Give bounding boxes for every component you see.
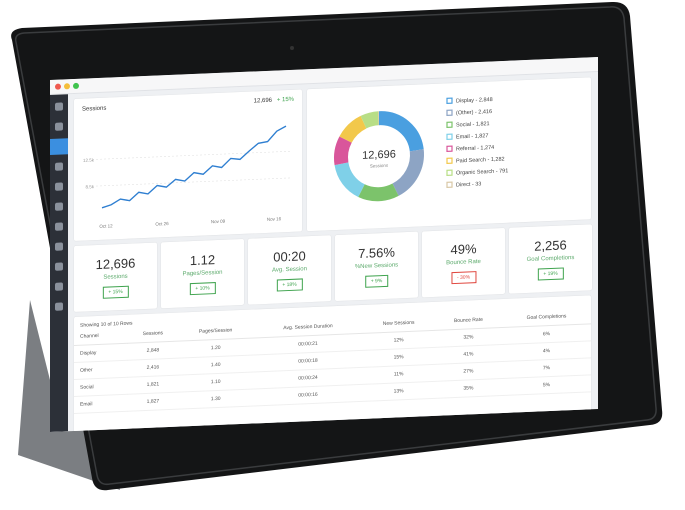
stat-value: 12,696	[95, 255, 136, 273]
table-cell: 00:00:16	[253, 384, 363, 406]
tablet-edge	[14, 6, 657, 486]
table-cell: 1,827	[128, 392, 178, 412]
legend-label: Paid Search - 1,282	[456, 156, 505, 164]
nav-icon[interactable]	[55, 102, 63, 111]
y-tick-label: 12.5k	[83, 157, 95, 162]
stat-label: Goal Completions	[526, 255, 575, 264]
stat-change: + 10%	[189, 282, 216, 296]
stat-card: 12,696 Sessions + 15%	[74, 242, 157, 312]
stat-change: + 18%	[276, 278, 303, 292]
grid-line	[96, 177, 292, 187]
legend-swatch	[446, 97, 453, 104]
sessions-card: Sessions 12,696 + 15% 12.5k 8.5k Oct 12 Oct…	[74, 89, 302, 241]
nav-icon[interactable]	[55, 122, 63, 131]
table-cell: Email	[74, 394, 129, 414]
legend-label: Direct - 33	[456, 181, 481, 188]
channels-card: Display - 2,848 (Other) - 2,416 Social - 1…	[307, 77, 591, 232]
donut-segment	[378, 111, 424, 152]
line-chart: 12.5k 8.5k Oct 12 Oct 26 Nov 09 Nov 16	[83, 125, 292, 229]
legend-swatch	[446, 157, 453, 164]
stat-label: Bounce Rate	[446, 258, 481, 267]
donut-segment	[334, 136, 352, 166]
legend-label: (Other) - 2,416	[456, 109, 492, 117]
stat-card: 7.56% %New Sessions + 9%	[335, 231, 418, 302]
stat-value: 00:20	[273, 248, 306, 265]
sessions-line	[101, 125, 287, 209]
legend-label: Display - 2,848	[456, 97, 493, 105]
legend-label: Organic Search - 791	[456, 168, 508, 176]
x-tick-label: Oct 26	[155, 221, 169, 227]
stat-change: + 15%	[102, 285, 129, 299]
legend-label: Referral - 1,274	[456, 145, 494, 153]
donut-segment	[334, 161, 366, 197]
stat-label: Sessions	[103, 273, 128, 281]
minimize-dot[interactable]	[64, 83, 70, 90]
stat-value: 7.56%	[358, 244, 395, 262]
table-card: Showing 10 of 10 Rows Channel Sessions Pag…	[74, 295, 591, 433]
table-cell: 35%	[434, 378, 502, 399]
table-cell: 13%	[362, 381, 435, 402]
table-cell: 1,821	[128, 375, 178, 395]
stat-card: 2,256 Goal Completions + 19%	[509, 224, 592, 294]
legend-label: Social - 1,821	[456, 121, 490, 128]
x-tick-label: Nov 16	[267, 216, 282, 222]
legend-swatch	[446, 109, 453, 116]
camera	[290, 46, 294, 50]
nav-icon[interactable]	[55, 202, 63, 211]
x-tick-label: Oct 12	[99, 223, 113, 229]
stat-change: + 9%	[364, 274, 389, 288]
nav-icon[interactable]	[55, 242, 63, 251]
table-cell: 2,848	[128, 341, 178, 361]
stat-change: - 30%	[450, 271, 477, 285]
donut-segment	[358, 183, 399, 202]
donut-segment	[339, 115, 367, 144]
donut-center-label: Sessions	[370, 163, 389, 169]
y-tick-label: 8.5k	[85, 184, 94, 189]
stat-card: 00:20 Avg. Session + 18%	[248, 235, 331, 305]
stat-card: 1.12 Pages/Session + 10%	[161, 238, 244, 309]
table-cell: 2,416	[128, 358, 178, 378]
nav-icon[interactable]	[55, 162, 63, 171]
stat-value: 2,256	[534, 237, 567, 254]
stat-label: Pages/Session	[182, 269, 223, 278]
table-cell: 1.30	[177, 388, 254, 410]
sidebar	[50, 94, 68, 432]
x-tick-label: Nov 09	[211, 219, 226, 225]
donut-segment	[360, 111, 379, 129]
stat-value: 49%	[450, 241, 477, 258]
legend-swatch	[446, 169, 453, 176]
legend-swatch	[446, 121, 453, 128]
nav-icon[interactable]	[55, 222, 63, 231]
donut-center-value: 12,696	[362, 149, 396, 162]
nav-icon[interactable]	[55, 262, 63, 271]
nav-icon[interactable]	[55, 302, 63, 311]
table-cell: 5%	[501, 374, 591, 396]
dashboard-screen: Sessions 12,696 + 15% 12.5k 8.5k Oct 12 Oct…	[50, 57, 598, 433]
stat-label: Avg. Session	[272, 266, 307, 274]
legend-swatch	[446, 145, 453, 152]
legend-swatch	[446, 133, 453, 140]
nav-icon[interactable]	[50, 138, 68, 155]
nav-icon[interactable]	[55, 282, 63, 291]
stat-change: + 19%	[537, 267, 564, 281]
close-dot[interactable]	[55, 83, 61, 90]
stat-card: 49% Bounce Rate - 30%	[422, 227, 505, 298]
stat-value: 1.12	[189, 252, 216, 269]
donut-segment	[392, 149, 424, 196]
grid-line	[96, 150, 292, 160]
legend-swatch	[446, 181, 453, 188]
legend-label: Email - 1,827	[456, 133, 488, 140]
nav-icon[interactable]	[55, 182, 63, 191]
maximize-dot[interactable]	[73, 82, 79, 90]
donut-chart: Display - 2,848 (Other) - 2,416 Social - 1…	[334, 97, 508, 202]
stat-label: %New Sessions	[354, 262, 399, 271]
